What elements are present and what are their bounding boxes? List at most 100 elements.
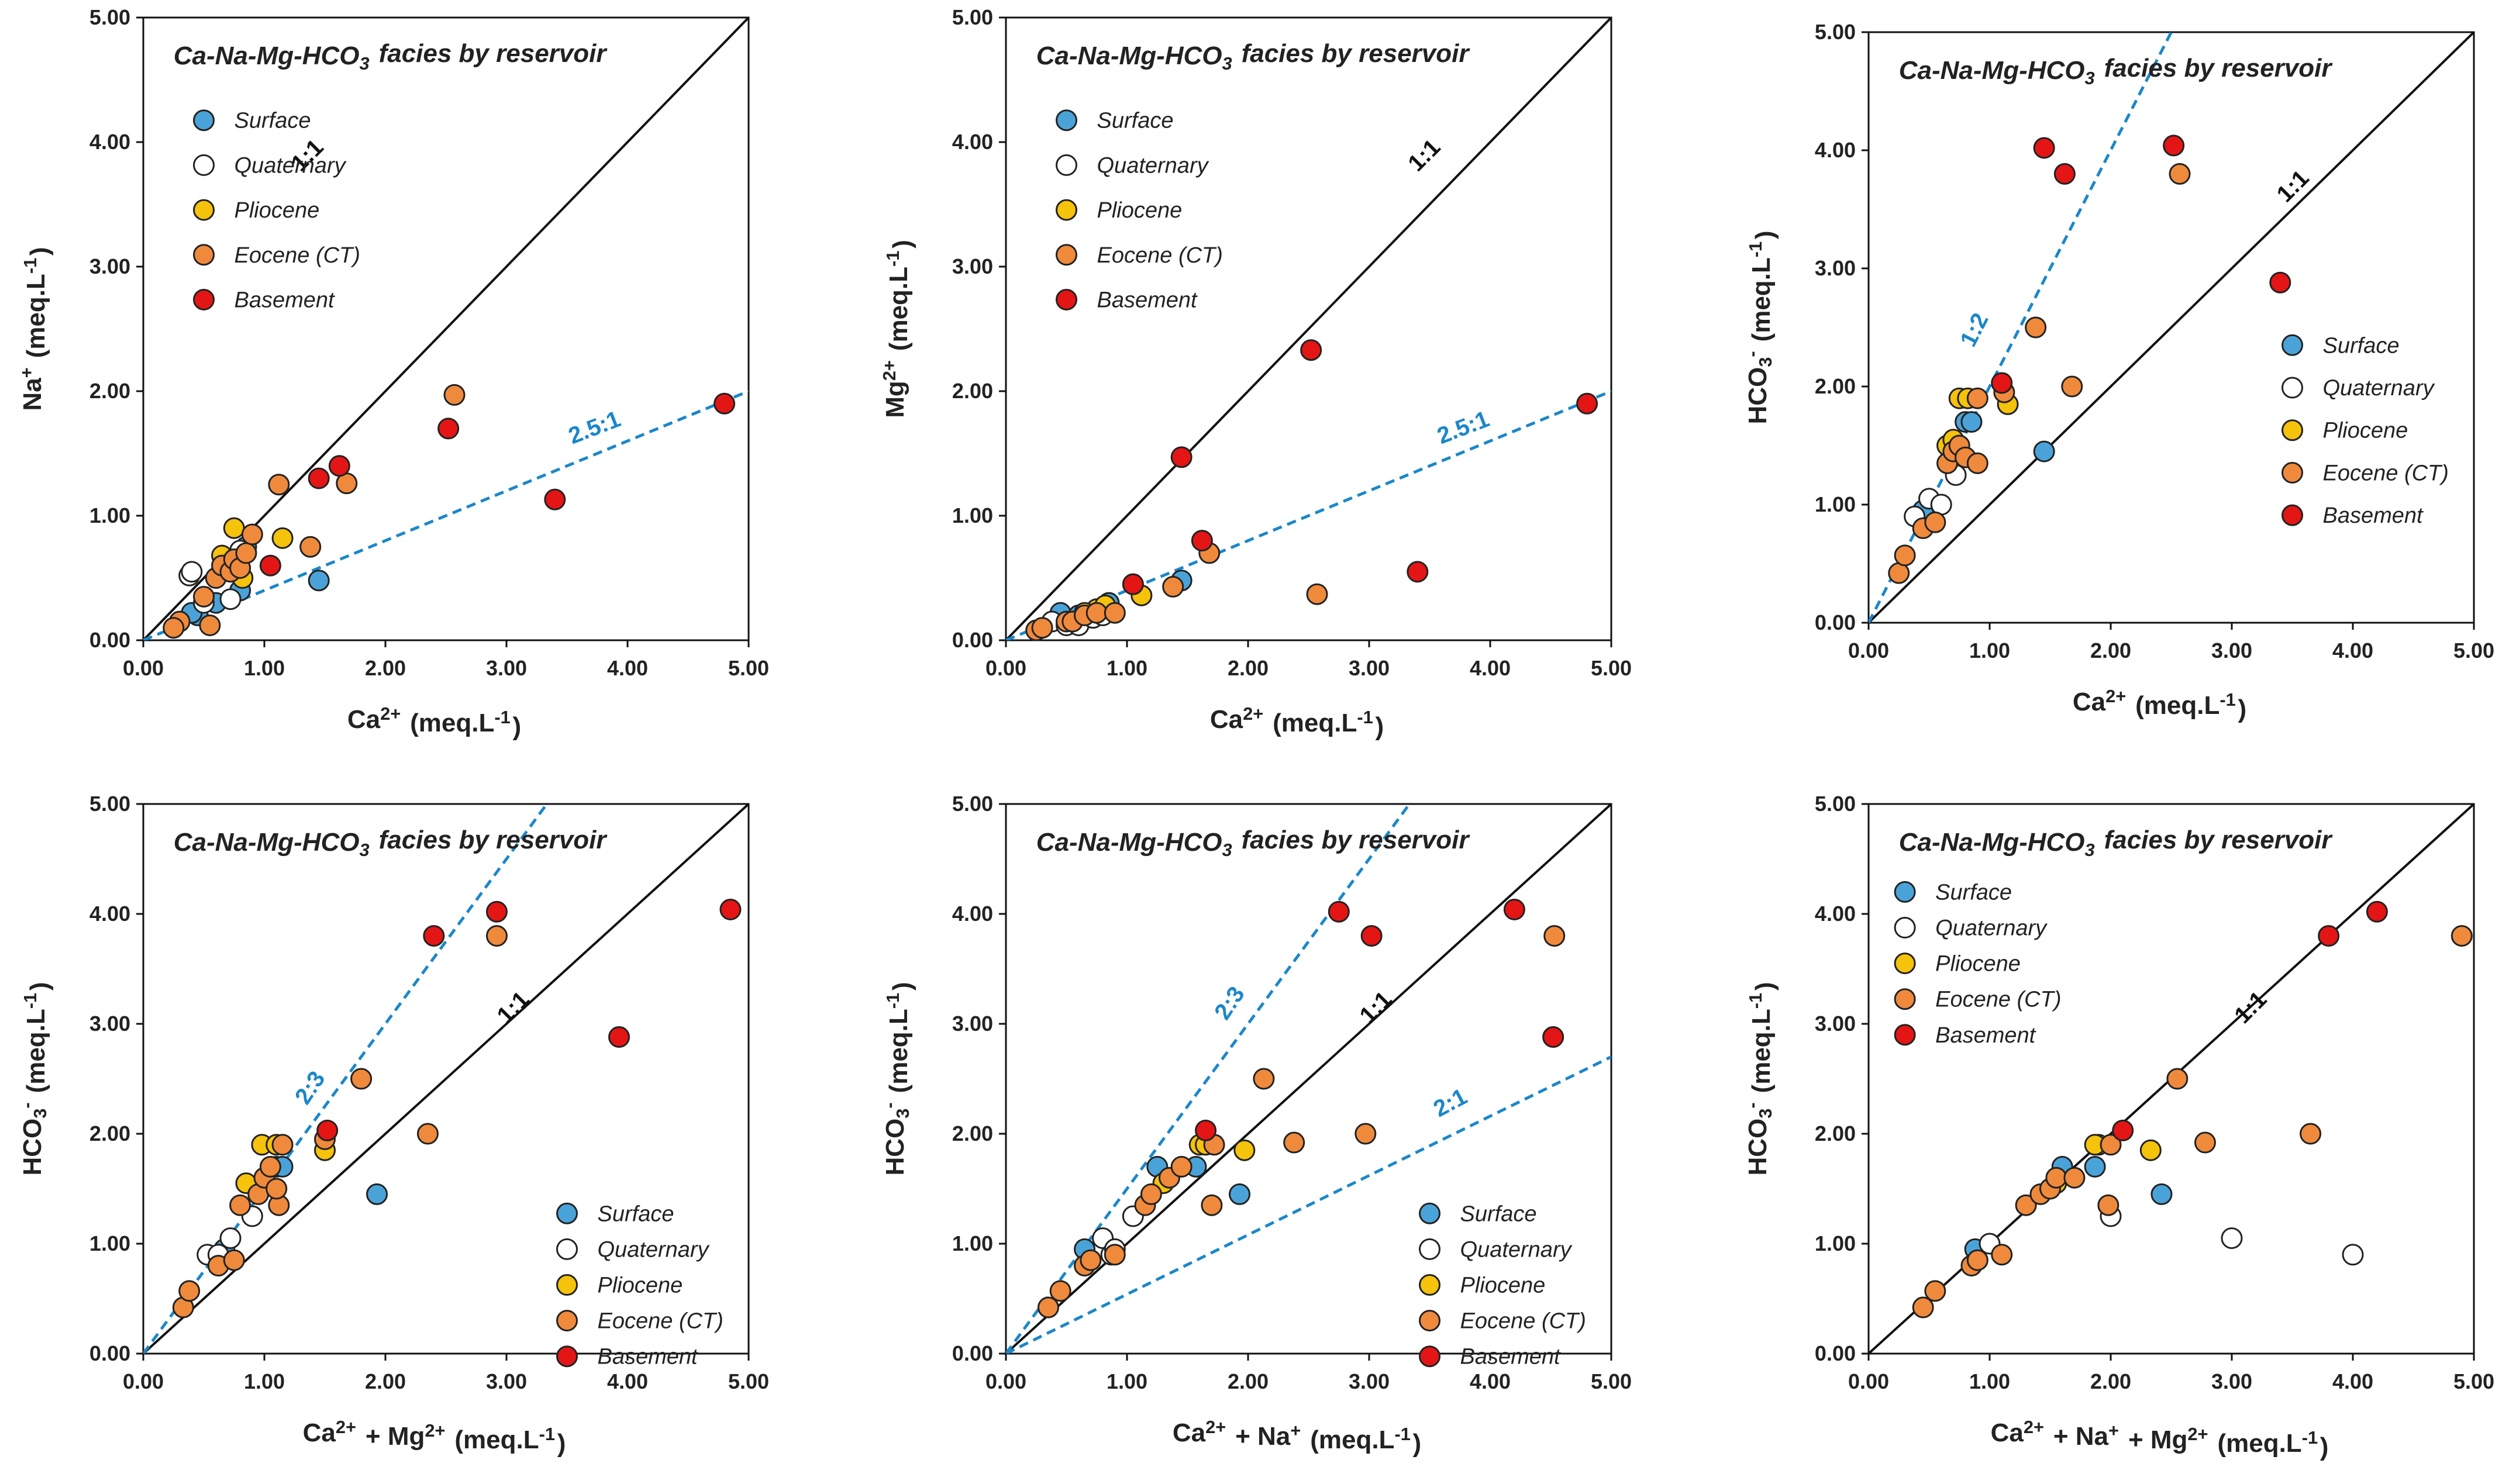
data-point-eocene-ct (1306, 583, 1328, 605)
x-tick-label: 2.00 (1228, 656, 1269, 680)
legend-label: Eocene (CT) (1460, 1309, 1586, 1334)
data-point-basement (1542, 1026, 1564, 1048)
legend-marker (556, 1274, 578, 1296)
data-point-eocene-ct (1049, 1280, 1071, 1302)
legend-marker (1419, 1202, 1440, 1224)
y-tick-label: 1.00 (952, 1231, 993, 1255)
data-point-eocene-ct (1966, 452, 1988, 474)
data-point-basement (2318, 925, 2340, 947)
data-point-eocene-ct (350, 1068, 373, 1090)
data-point-eocene-ct (2063, 1167, 2086, 1189)
legend-label: Quaternary (598, 1237, 710, 1262)
y-tick-label: 4.00 (1815, 138, 1856, 162)
legend-marker (556, 1310, 578, 1332)
panel-title: Ca-Na-Mg-HCO3 facies by reservoir (1036, 39, 1471, 74)
data-point-basement (1191, 530, 1213, 552)
data-point-eocene-ct (1924, 511, 1946, 533)
data-point-quaternary (2221, 1227, 2243, 1250)
plot-frame (142, 803, 750, 1355)
y-tick-label: 5.00 (89, 5, 130, 29)
legend-marker (1894, 988, 1916, 1010)
data-point-eocene-ct (1140, 1183, 1162, 1205)
data-point-eocene-ct (1104, 602, 1126, 624)
ref-line-label: 2.5:1 (565, 406, 624, 450)
one-to-one-line (1006, 18, 1611, 640)
data-point-basement (2163, 134, 2185, 157)
legend-label: Pliocene (1460, 1274, 1546, 1298)
y-axis-label: HCO3- (meq.L-1 ) (1742, 230, 1779, 424)
y-tick-label: 1.00 (89, 503, 130, 527)
legend-marker (2281, 461, 2303, 484)
legend-marker (1419, 1274, 1440, 1296)
data-point-basement (2053, 163, 2076, 185)
y-axis-label: HCO3- (meq.L-1 ) (879, 982, 916, 1175)
data-points (1912, 900, 2473, 1319)
data-point-eocene-ct (1170, 1155, 1193, 1178)
x-tick-label: 3.00 (2211, 1369, 2252, 1393)
data-point-basement (437, 417, 460, 440)
legend-label: Pliocene (235, 198, 320, 223)
panel-5: 0.00 1.00 2.00 3.00 4.00 5.00 0.00 1.00 2.00 3.00… (879, 792, 1632, 1458)
x-tick-label: 0.00 (123, 1369, 164, 1393)
data-point-basement (714, 392, 736, 415)
x-tick-label: 3.00 (486, 656, 527, 680)
data-point-eocene-ct (1966, 387, 1988, 409)
x-tick-label: 5.00 (1591, 1369, 1632, 1393)
ref-line-label: 1:1 (1355, 986, 1397, 1029)
data-point-eocene-ct (2169, 163, 2191, 185)
legend-marker (193, 109, 215, 132)
data-point-basement (328, 455, 350, 477)
data-points (1025, 339, 1598, 641)
legend-label: Pliocene (598, 1274, 683, 1298)
panel-4: 0.00 1.00 2.00 3.00 4.00 5.00 0.00 1.00 2.00 3.00… (16, 792, 769, 1458)
data-point-basement (1407, 561, 1429, 583)
legend-marker (193, 244, 215, 266)
x-axis-label: Ca2+ (meq.L-1 ) (2073, 686, 2246, 723)
x-tick-label: 1.00 (1969, 639, 2010, 662)
legend-label: Eocene (CT) (598, 1309, 723, 1334)
reference-lines (1006, 804, 1611, 1354)
x-axis-label: Ca2+ (meq.L-1 ) (1210, 703, 1384, 741)
data-point-eocene-ct (2061, 375, 2083, 398)
legend-label: Eocene (CT) (2323, 461, 2449, 485)
legend: Surface Quaternary Pliocene Eocene (CT) Base… (1419, 1202, 1586, 1369)
x-axis-label: Ca2+ + Mg2+ (meq.L-1 ) (303, 1417, 566, 1458)
data-point-eocene-ct (235, 542, 257, 564)
data-point-pliocene (1233, 1139, 1256, 1161)
y-tick-label: 2.00 (952, 1121, 993, 1145)
data-point-eocene-ct (1031, 617, 1053, 639)
y-axis-label: HCO3- (meq.L-1 ) (1742, 982, 1779, 1175)
data-point-basement (308, 467, 330, 489)
data-point-surface (366, 1183, 388, 1205)
legend-label: Basement (598, 1345, 699, 1369)
panel-title: Ca-Na-Mg-HCO3 facies by reservoir (1899, 54, 2334, 88)
y-tick-label: 5.00 (89, 792, 130, 816)
data-point-eocene-ct (485, 925, 508, 947)
x-tick-label: 3.00 (1349, 656, 1390, 680)
reference-lines (143, 804, 749, 1354)
data-point-surface (2033, 440, 2055, 463)
y-tick-label: 5.00 (1815, 20, 1856, 44)
data-point-pliocene (223, 517, 245, 539)
data-point-quaternary (219, 1227, 242, 1250)
data-point-eocene-ct (1037, 1296, 1059, 1319)
data-point-eocene-ct (1543, 925, 1566, 947)
data-point-eocene-ct (416, 1123, 439, 1145)
ref-line-label: 1:2 (1955, 309, 1993, 350)
data-point-quaternary (219, 588, 242, 610)
y-tick-label: 1.00 (89, 1231, 130, 1255)
x-tick-label: 5.00 (1591, 656, 1632, 680)
x-tick-label: 1.00 (1969, 1369, 2010, 1393)
data-point-surface (308, 570, 330, 592)
data-point-eocene-ct (2015, 1194, 2037, 1216)
data-point-eocene-ct (199, 614, 221, 636)
legend-marker (193, 199, 215, 221)
legend-marker (1894, 881, 1916, 903)
y-tick-label: 4.00 (89, 902, 130, 926)
data-point-basement (1122, 573, 1144, 595)
panel-3: 0.00 1.00 2.00 3.00 4.00 5.00 0.00 1.00 2.00 3.00… (1742, 20, 2494, 723)
data-point-eocene-ct (268, 474, 290, 496)
legend-marker (2281, 504, 2303, 526)
data-point-eocene-ct (1104, 1244, 1126, 1266)
data-point-eocene-ct (163, 617, 185, 639)
